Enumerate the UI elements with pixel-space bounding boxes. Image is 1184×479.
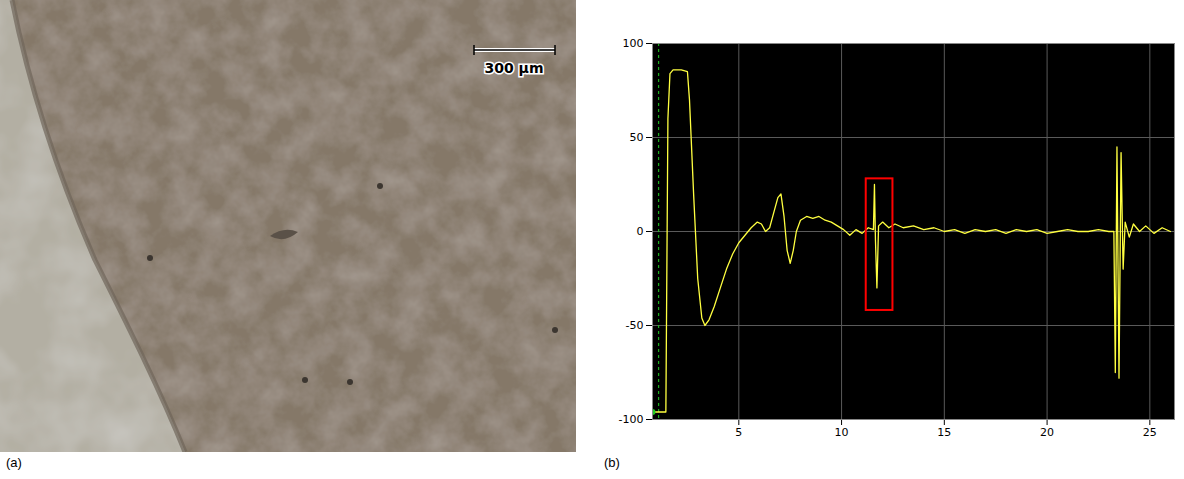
svg-text:0: 0 <box>637 225 644 238</box>
html-text:(b): (b) <box>604 455 620 470</box>
svg-text:15: 15 <box>937 426 951 439</box>
svg-text:300 μm: 300 μm <box>485 60 544 76</box>
svg-text:20: 20 <box>1040 426 1054 439</box>
svg-text:5: 5 <box>735 426 742 439</box>
svg-text:-50: -50 <box>626 319 644 332</box>
svg-text:10: 10 <box>835 426 849 439</box>
html-text:(a): (a) <box>6 455 22 470</box>
svg-text:50: 50 <box>630 131 644 144</box>
svg-text:100: 100 <box>623 37 644 50</box>
svg-text:-100: -100 <box>619 413 644 426</box>
svg-text:25: 25 <box>1143 426 1157 439</box>
